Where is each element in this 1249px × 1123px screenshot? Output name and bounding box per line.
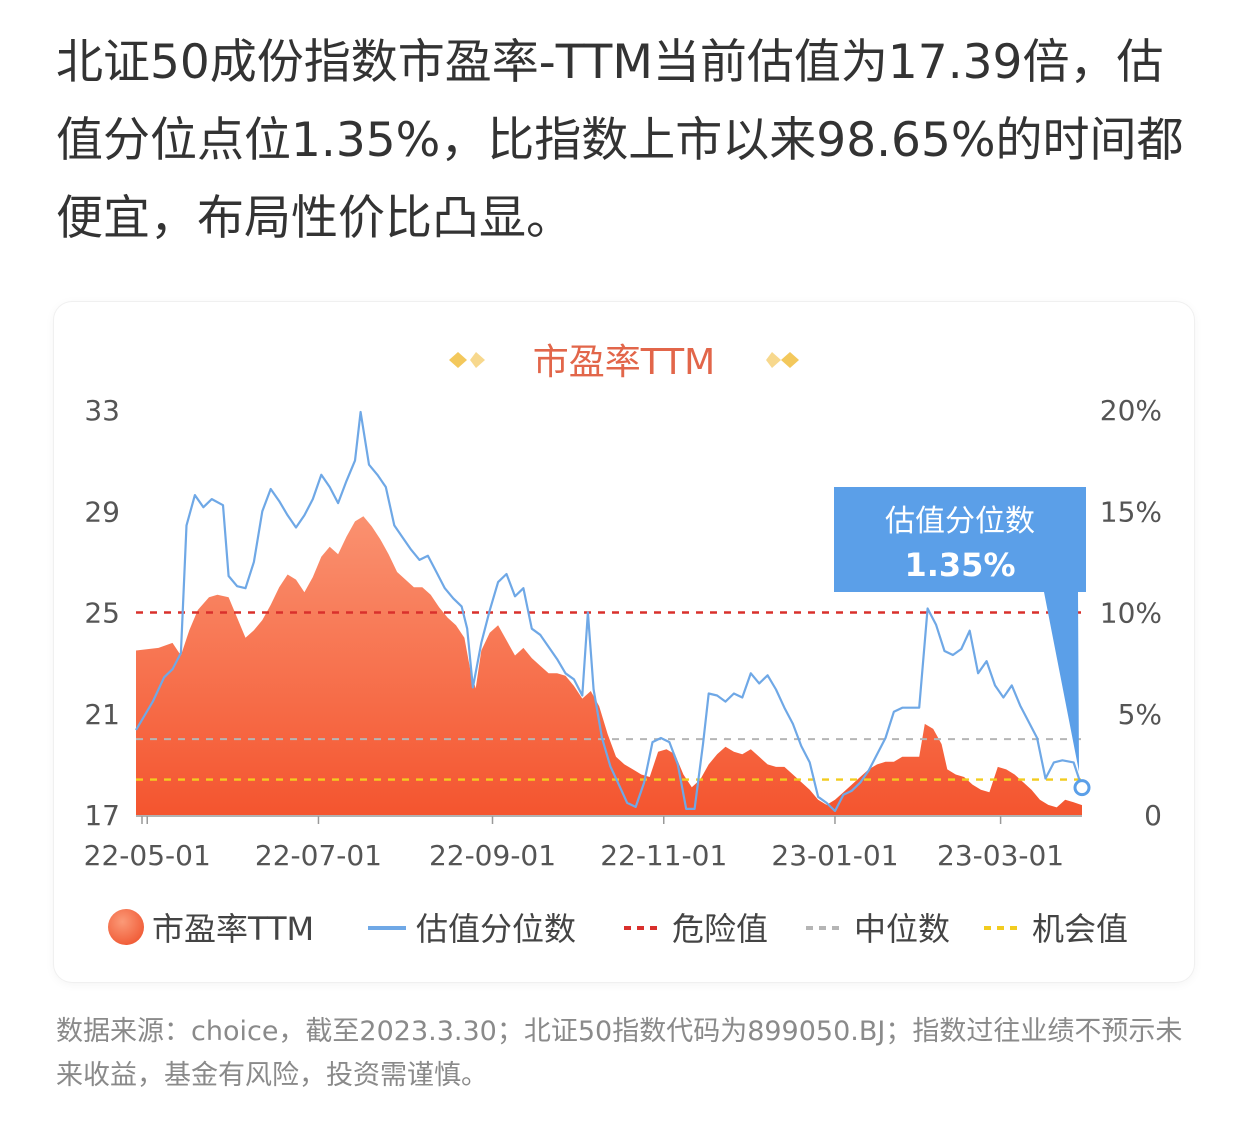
title-deco-left-icon [449,352,485,368]
x-tick-label: 22-09-01 [429,839,556,872]
callout-title: 估值分位数 [885,504,1035,539]
y-right-tick-label: 5% [1118,698,1162,731]
y-left-tick-label: 21 [84,698,120,731]
pe-area-series [136,516,1082,815]
y-right-tick-label: 20% [1100,394,1162,427]
legend-label: 市盈率TTM [152,910,314,948]
legend-swatch-area [108,909,144,945]
pe-chart: 市盈率TTM 22-05-01 22-07-01 22-09-01 22-11-01 2… [84,342,1162,948]
y-right-tick-label: 15% [1100,495,1162,528]
legend-label: 机会值 [1032,910,1128,948]
x-tick-label: 23-01-01 [771,839,898,872]
percentile-line-series [135,410,1084,813]
callout: 估值分位数 1.35% [834,487,1091,797]
x-tick-label: 22-11-01 [600,839,727,872]
y-left-tick-label: 29 [84,495,120,528]
legend-label: 危险值 [672,910,768,948]
current-point-marker [1073,779,1091,797]
legend: 市盈率TTM 估值分位数 危险值 中位数 机会值 [108,909,1128,948]
callout-box [834,487,1086,772]
x-tick-label: 23-03-01 [937,839,1064,872]
axes: 22-05-01 22-07-01 22-09-01 22-11-01 23-01-01… [84,394,1162,872]
title-deco-right-icon [766,352,799,368]
chart-title-group: 市盈率TTM [449,342,799,383]
x-tick-label: 22-07-01 [255,839,382,872]
chart-title: 市盈率TTM [533,342,715,383]
y-right-tick-label: 10% [1100,597,1162,630]
headline: 北证50成份指数市盈率-TTM当前估值为17.39倍，估值分位点位1.35%，比… [56,35,1184,246]
y-left-tick-label: 17 [84,799,120,832]
plot-area [135,410,1084,815]
y-left-tick-label: 33 [84,394,120,427]
x-tick-label: 22-05-01 [84,839,211,872]
legend-label: 中位数 [854,910,950,948]
footnote: 数据来源：choice，截至2023.3.30；北证50指数代码为899050.… [56,1016,1183,1091]
y-right-tick-label: 0 [1144,799,1162,832]
callout-value: 1.35% [904,546,1015,584]
y-left-tick-label: 25 [84,597,120,630]
legend-label: 估值分位数 [416,910,576,948]
